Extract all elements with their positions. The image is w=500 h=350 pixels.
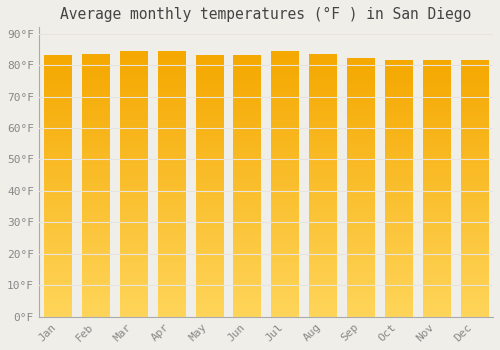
Title: Average monthly temperatures (°F ) in San Diego: Average monthly temperatures (°F ) in Sa… <box>60 7 472 22</box>
